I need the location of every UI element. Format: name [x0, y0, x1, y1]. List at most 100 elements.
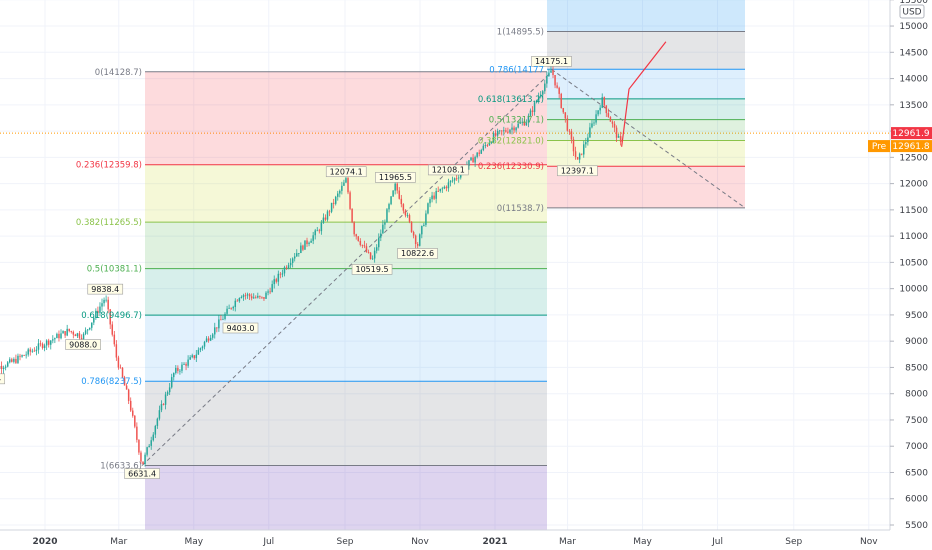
currency-label: USD — [902, 8, 921, 18]
candle-body — [404, 210, 407, 216]
candle-body — [476, 152, 478, 157]
candle-body — [222, 318, 224, 320]
candle-body — [47, 340, 50, 345]
candle-body — [302, 245, 304, 250]
candle-body — [574, 151, 577, 158]
candle-body — [140, 452, 142, 462]
projection-path[interactable] — [621, 41, 667, 147]
candle-body — [531, 110, 534, 112]
candle-body — [52, 339, 54, 341]
candle-body — [386, 209, 388, 223]
candle-body — [0, 365, 3, 369]
candle-body — [216, 327, 218, 329]
time-axis-label: Nov — [411, 537, 429, 547]
currency-badge[interactable]: USD — [899, 4, 925, 19]
candle-body — [29, 349, 32, 352]
candle-body — [447, 182, 450, 189]
candle-body — [505, 130, 507, 132]
candle-body — [496, 130, 499, 136]
candle-body — [19, 355, 21, 357]
fib1-level-label: 0(14128.7) — [95, 68, 142, 78]
candle-body — [544, 83, 546, 92]
candle-body — [193, 355, 196, 359]
candle-body — [607, 113, 610, 118]
time-axis-label: Jul — [262, 537, 274, 547]
candle-body — [392, 190, 394, 197]
last-price-tag: 12961.9 — [891, 127, 932, 140]
candle-body — [45, 340, 48, 346]
time-axis[interactable]: 2020 Mar May Jul Sep Nov 2021 Mar May Jul Sep Nov — [0, 529, 932, 550]
candle-body — [398, 190, 401, 199]
candle-body — [187, 359, 189, 366]
candle-body — [435, 190, 437, 199]
candle-body — [62, 331, 64, 334]
candle-body — [298, 253, 300, 254]
time-axis-label: May — [633, 537, 652, 547]
candle-body — [123, 377, 126, 386]
candle-body — [240, 296, 243, 299]
fib-retracement-2[interactable] — [547, 0, 745, 209]
candle-body — [164, 394, 167, 405]
candle-body — [587, 137, 589, 143]
candle-body — [425, 213, 427, 225]
price-axis-label: 9500 — [905, 311, 928, 321]
candle-body — [375, 247, 378, 251]
candle-body — [91, 322, 93, 328]
candle-body — [349, 192, 351, 209]
candle-body — [211, 334, 214, 338]
candle-body — [80, 337, 83, 340]
candle-body — [445, 186, 448, 189]
candle-body — [423, 224, 425, 226]
price-annotation-box — [557, 165, 598, 177]
candle-body — [474, 156, 476, 163]
candle-body — [93, 317, 95, 323]
price-annotation-box — [427, 164, 469, 176]
candle-body — [82, 333, 85, 340]
candle-body — [269, 291, 271, 293]
candle-body — [252, 297, 255, 299]
candle-body — [613, 123, 616, 128]
candle-body — [105, 299, 107, 301]
time-axis-label: Mar — [559, 537, 576, 547]
candle-body — [498, 130, 501, 132]
candle-body — [494, 133, 497, 136]
price-axis-label: 14500 — [899, 48, 928, 58]
candle-body — [535, 100, 538, 103]
candle-body — [148, 445, 150, 448]
candle-body — [64, 331, 66, 336]
price-axis-label: 7500 — [905, 416, 928, 426]
candle-body — [509, 129, 511, 133]
fib2-trendline — [551, 68, 746, 209]
candle-body — [542, 91, 544, 95]
candle-body — [238, 298, 241, 302]
candle-body — [605, 105, 608, 114]
candle-body — [400, 198, 403, 205]
fib-retracement-1[interactable] — [145, 71, 547, 530]
candle-body — [421, 225, 423, 235]
premarket-value: 12961.8 — [892, 142, 929, 152]
candle-body — [443, 186, 446, 189]
candle-body — [195, 354, 198, 359]
fib1-band — [145, 381, 547, 466]
candle-body — [414, 235, 417, 244]
price-annotation-label: 6631.4 — [128, 469, 156, 478]
price-axis[interactable]: 5500 6000 6500 7000 7500 8000 8500 9000 9500 1000… — [889, 0, 932, 531]
price-axis-label: 11500 — [899, 206, 928, 216]
candle-body — [33, 350, 36, 352]
candle-body — [578, 153, 581, 160]
candle-body — [330, 202, 333, 212]
candle-body — [111, 324, 114, 335]
candle-body — [437, 190, 439, 192]
candle-body — [388, 204, 390, 210]
price-annotation-label: 11965.5 — [379, 173, 412, 182]
candle-body — [21, 355, 23, 357]
candle-body — [503, 130, 505, 132]
candle-body — [486, 145, 489, 146]
candle-body — [468, 160, 470, 166]
price-annotation-label: 9403.0 — [226, 324, 254, 333]
candle-body — [218, 319, 220, 329]
candle-body — [611, 121, 614, 124]
candle-body — [359, 240, 362, 245]
candle-body — [129, 400, 132, 411]
